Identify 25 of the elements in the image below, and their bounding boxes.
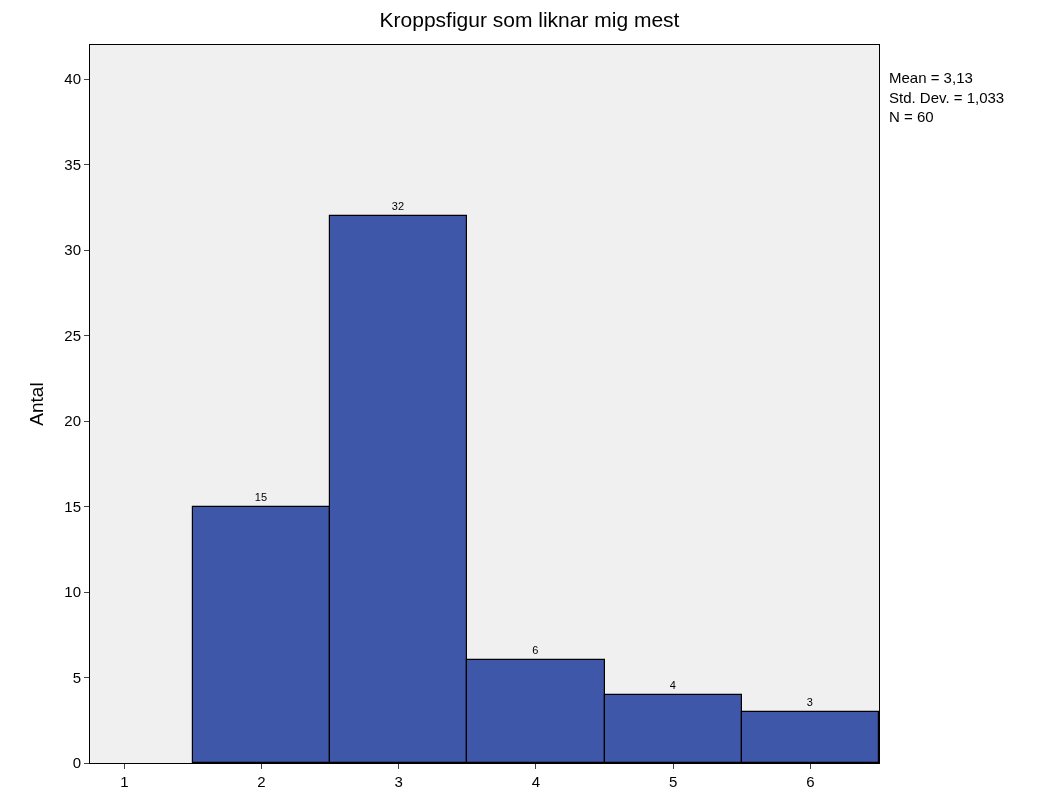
x-tick-label: 6 [806,773,815,790]
x-tick-label: 3 [394,773,403,790]
x-tick-label: 1 [120,773,129,790]
text: N = 60 [889,108,934,125]
y-tick-label: 30 [64,241,81,259]
chart-title: Kroppsfigur som liknar mig mest [379,7,680,31]
text: Std. Dev. = 1,033 [889,88,1005,106]
data-label: 6 [532,644,539,657]
x-tick-label: 5 [669,773,678,790]
data-label: 32 [391,200,405,213]
y-tick-label: 40 [64,70,81,88]
y-tick-label: 10 [64,583,81,601]
y-tick-label: 15 [64,497,81,515]
y-tick-label: 25 [64,326,81,344]
y-tick-label: 0 [72,754,81,772]
y-tick-label: 35 [64,155,81,173]
x-tick-label: 2 [257,773,266,790]
data-label: 3 [806,696,813,709]
data-label: 4 [669,679,676,692]
y-tick-label: 5 [72,668,81,686]
text: Mean = 3,13 [889,69,973,86]
y-tick-label: 20 [64,412,81,430]
y-axis-title: Antal [26,382,48,426]
x-tick-label: 4 [531,773,541,790]
data-label: 15 [254,491,268,504]
